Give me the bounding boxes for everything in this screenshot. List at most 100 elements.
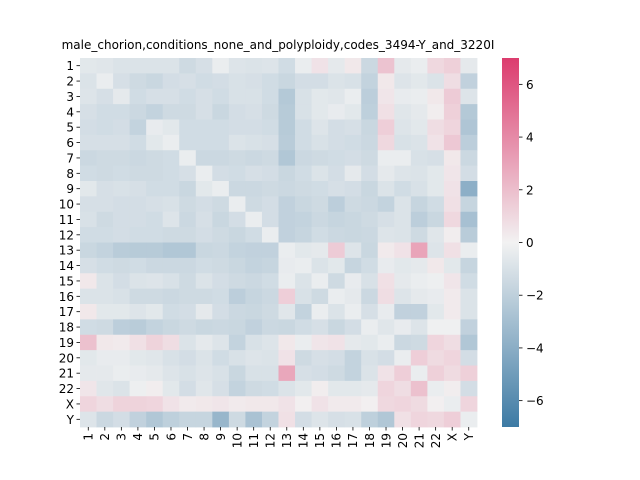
heatmap-cell <box>311 411 329 428</box>
heatmap-cell <box>427 211 445 228</box>
heatmap-cell <box>212 58 230 74</box>
y-tick-label: 5 <box>66 121 74 135</box>
heatmap-cell <box>96 380 114 397</box>
heatmap-cell <box>261 350 279 366</box>
heatmap-cell <box>228 119 246 136</box>
y-tick-label: 6 <box>66 136 74 150</box>
colorbar-tick-label: 6 <box>526 78 534 92</box>
heatmap-cell <box>146 257 164 274</box>
heatmap-cell <box>361 58 379 74</box>
heatmap-cell <box>162 134 180 151</box>
heatmap-cell <box>394 365 412 382</box>
heatmap-cell <box>96 365 114 382</box>
heatmap-cell <box>394 304 412 320</box>
heatmap-cell <box>328 319 346 336</box>
heatmap-cell <box>195 319 213 336</box>
heatmap-cell <box>129 227 147 243</box>
heatmap-cell <box>278 88 296 105</box>
heatmap-cell <box>179 334 197 351</box>
heatmap-cell <box>179 119 197 136</box>
heatmap-cell <box>228 411 246 428</box>
heatmap-cell <box>460 304 478 320</box>
heatmap-cell <box>96 196 114 213</box>
heatmap-cell <box>195 350 213 366</box>
heatmap-cell <box>261 242 279 259</box>
heatmap-cell <box>162 365 180 382</box>
heatmap-cell <box>361 119 379 136</box>
heatmap-cell <box>361 150 379 167</box>
heatmap-cell <box>295 319 312 336</box>
heatmap-cell <box>195 181 213 197</box>
heatmap-cell <box>344 227 362 243</box>
heatmap-cell <box>113 134 131 151</box>
heatmap-cell <box>295 365 312 382</box>
heatmap-cell <box>162 334 180 351</box>
heatmap-cell <box>261 227 279 243</box>
heatmap-cell <box>261 196 279 213</box>
heatmap-cell <box>212 88 230 105</box>
heatmap-cell <box>113 350 131 366</box>
heatmap-cell <box>394 319 412 336</box>
heatmap-cell <box>443 334 461 351</box>
heatmap-cell <box>80 119 97 136</box>
heatmap-cell <box>377 196 395 213</box>
heatmap-cell <box>311 227 329 243</box>
heatmap-cell <box>261 73 279 90</box>
heatmap-cell <box>162 304 180 320</box>
heatmap-cell <box>129 334 147 351</box>
heatmap-cell <box>261 134 279 151</box>
heatmap-cell <box>80 304 97 320</box>
x-tick-label: 1 <box>82 433 96 441</box>
heatmap-cell <box>113 242 131 259</box>
heatmap-cell <box>295 134 312 151</box>
heatmap-cell <box>410 273 428 290</box>
heatmap-cell <box>80 396 97 413</box>
heatmap-cell <box>344 58 362 74</box>
heatmap-cell <box>460 257 478 274</box>
heatmap-cell <box>179 150 197 167</box>
y-tick-label: 1 <box>66 59 74 73</box>
heatmap-cell <box>394 134 412 151</box>
heatmap-cell <box>443 380 461 397</box>
heatmap-cell <box>443 396 461 413</box>
heatmap-cell <box>278 242 296 259</box>
y-tick-label: 14 <box>59 259 74 273</box>
heatmap-cell <box>295 411 312 428</box>
heatmap-cell <box>377 365 395 382</box>
heatmap-cell <box>245 242 263 259</box>
heatmap-cell <box>410 227 428 243</box>
heatmap-cell <box>377 273 395 290</box>
heatmap-cell <box>228 304 246 320</box>
heatmap-cell <box>410 319 428 336</box>
heatmap-cell <box>245 196 263 213</box>
heatmap-cell <box>311 334 329 351</box>
heatmap-cell <box>113 58 131 74</box>
heatmap-cell <box>80 150 97 167</box>
heatmap-cell <box>443 411 461 428</box>
colorbar-tick-label: −6 <box>526 394 544 408</box>
heatmap-cell <box>427 196 445 213</box>
heatmap-cell <box>228 211 246 228</box>
heatmap-cell <box>113 365 131 382</box>
heatmap-cell <box>245 181 263 197</box>
heatmap-cell <box>460 165 478 182</box>
heatmap-cell <box>179 365 197 382</box>
heatmap-cell <box>129 88 147 105</box>
heatmap-cell <box>228 73 246 90</box>
heatmap-cell <box>96 134 114 151</box>
heatmap-cell <box>146 227 164 243</box>
heatmap-cell <box>228 58 246 74</box>
heatmap-cell <box>443 58 461 74</box>
heatmap-cell <box>278 181 296 197</box>
heatmap-cell <box>245 58 263 74</box>
heatmap-cell <box>245 73 263 90</box>
heatmap-cell <box>146 334 164 351</box>
heatmap-cell <box>410 242 428 259</box>
heatmap-cell <box>361 88 379 105</box>
heatmap-cell <box>162 350 180 366</box>
heatmap-cell <box>129 273 147 290</box>
heatmap-cell <box>129 196 147 213</box>
heatmap-cell <box>344 181 362 197</box>
heatmap-cell <box>179 73 197 90</box>
